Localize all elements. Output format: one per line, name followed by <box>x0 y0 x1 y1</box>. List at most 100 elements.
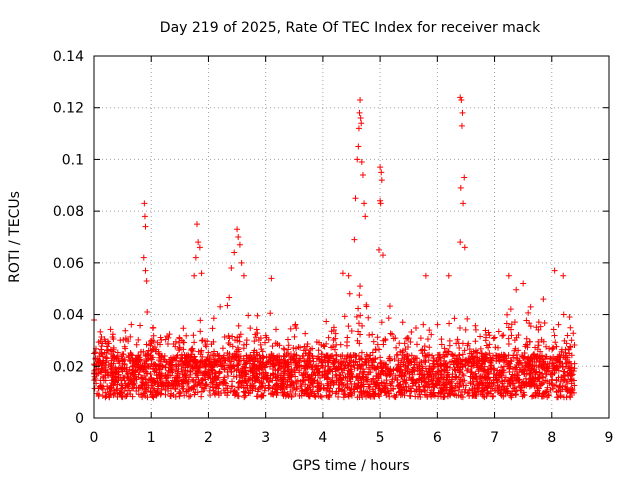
data-point <box>157 334 164 341</box>
data-point <box>427 391 434 398</box>
data-point <box>180 339 187 346</box>
data-point <box>374 380 381 387</box>
data-point <box>507 326 514 333</box>
data-point <box>513 334 520 341</box>
data-point <box>180 325 187 332</box>
data-point <box>205 349 212 356</box>
data-point <box>371 391 378 398</box>
data-point <box>347 375 354 382</box>
data-point <box>555 374 562 381</box>
data-point <box>387 357 394 364</box>
data-point <box>292 321 299 328</box>
data-point <box>278 376 285 383</box>
data-point <box>466 358 473 365</box>
data-point <box>284 336 291 343</box>
data-point <box>122 345 129 352</box>
data-point <box>443 364 450 371</box>
data-point <box>552 339 559 346</box>
data-point <box>541 361 548 368</box>
data-point <box>526 370 533 377</box>
data-point <box>361 368 368 375</box>
data-point <box>521 392 528 399</box>
data-point <box>293 345 300 352</box>
data-point <box>412 355 419 362</box>
data-point <box>534 346 541 353</box>
data-point <box>504 311 511 318</box>
data-point <box>416 359 423 366</box>
data-point <box>230 373 237 380</box>
data-point <box>212 375 219 382</box>
data-point <box>198 337 205 344</box>
data-point <box>535 326 542 333</box>
data-point <box>154 375 161 382</box>
data-point <box>529 381 536 388</box>
data-point <box>131 375 138 382</box>
data-point <box>133 341 140 348</box>
data-point <box>451 357 458 364</box>
data-point <box>487 357 494 364</box>
data-point <box>102 359 109 366</box>
data-point <box>116 357 123 364</box>
data-point <box>227 387 234 394</box>
data-point <box>194 370 201 377</box>
data-point <box>105 371 112 378</box>
data-point <box>505 335 512 342</box>
data-point <box>456 345 463 352</box>
data-point <box>274 341 281 348</box>
data-point <box>464 342 471 349</box>
data-point <box>454 336 461 343</box>
data-point <box>158 370 165 377</box>
data-point <box>446 342 453 349</box>
data-point <box>340 374 347 381</box>
data-point <box>468 363 475 370</box>
data-point <box>428 387 435 394</box>
data-point <box>408 329 415 336</box>
data-point <box>172 385 179 392</box>
data-point <box>181 370 188 377</box>
data-point <box>391 355 398 362</box>
data-point <box>365 357 372 364</box>
data-point <box>355 125 362 132</box>
data-point <box>321 374 328 381</box>
data-point <box>546 380 553 387</box>
data-point <box>431 363 438 370</box>
data-point <box>482 376 489 383</box>
plot-frame <box>93 55 610 419</box>
data-point <box>185 383 192 390</box>
data-point <box>466 387 473 394</box>
data-point <box>230 388 237 395</box>
data-point <box>114 387 121 394</box>
data-point <box>374 334 381 341</box>
data-point <box>534 353 541 360</box>
data-point <box>492 344 499 351</box>
data-point <box>495 344 502 351</box>
data-point <box>569 389 576 396</box>
data-point <box>256 358 263 365</box>
data-point <box>560 311 567 318</box>
data-point <box>564 371 571 378</box>
data-point <box>470 353 477 360</box>
data-point <box>315 386 322 393</box>
data-point <box>535 342 542 349</box>
data-point <box>284 384 291 391</box>
data-point <box>514 356 521 363</box>
data-point <box>389 331 396 338</box>
data-point <box>245 312 252 319</box>
data-point <box>253 349 260 356</box>
data-point <box>286 370 293 377</box>
data-point <box>212 359 219 366</box>
data-point <box>121 377 128 384</box>
data-point <box>420 321 427 328</box>
data-point <box>293 364 300 371</box>
data-point <box>254 330 261 337</box>
data-point <box>446 320 453 327</box>
data-point <box>253 334 260 341</box>
data-point <box>396 372 403 379</box>
data-point <box>424 336 431 343</box>
data-point <box>336 385 343 392</box>
data-point <box>108 379 115 386</box>
x-tick-label: 0 <box>90 430 99 446</box>
data-point <box>162 371 169 378</box>
data-point <box>332 390 339 397</box>
data-point <box>149 337 156 344</box>
